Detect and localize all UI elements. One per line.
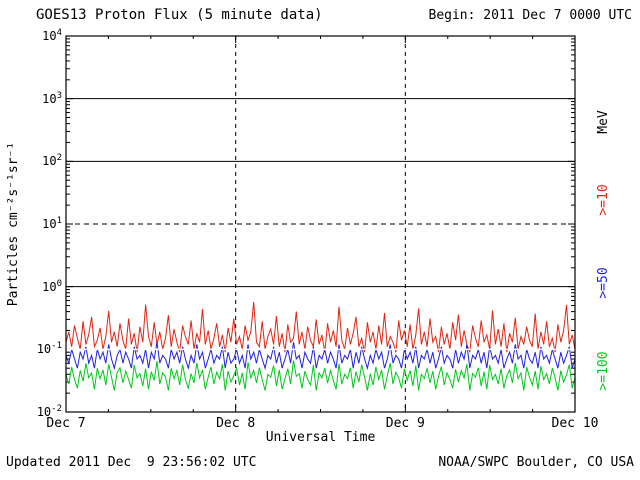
- y-tick-label: 103: [42, 90, 62, 106]
- x-axis-title: Universal Time: [265, 430, 376, 445]
- series-label-ge100: >=100: [596, 351, 611, 391]
- y-tick-label: 102: [42, 153, 62, 169]
- credit-label: NOAA/SWPC Boulder, CO USA: [438, 455, 634, 470]
- y-tick-label: 10-1: [36, 341, 62, 357]
- x-tick-label: Dec 10: [551, 416, 599, 431]
- y-tick-label: 100: [42, 278, 62, 294]
- series-label-ge50: >=50: [596, 267, 611, 299]
- updated-timestamp: Updated 2011 Dec 9 23:56:02 UTC: [6, 455, 257, 470]
- x-tick-label: Dec 7: [46, 416, 86, 431]
- right-axis-units-label: MeV: [596, 110, 611, 134]
- y-axis-title: Particles cm⁻²s⁻¹sr⁻¹: [6, 141, 21, 307]
- y-tick-label: 10-2: [36, 404, 62, 420]
- x-tick-label: Dec 8: [216, 416, 256, 431]
- begin-time-label: Begin: 2011 Dec 7 0000 UTC: [428, 8, 633, 23]
- series-label-ge10: >=10: [596, 184, 611, 216]
- y-tick-label: 104: [42, 28, 62, 44]
- y-tick-label: 101: [42, 216, 62, 232]
- x-tick-label: Dec 9: [385, 416, 425, 431]
- chart-title: GOES13 Proton Flux (5 minute data): [36, 7, 323, 23]
